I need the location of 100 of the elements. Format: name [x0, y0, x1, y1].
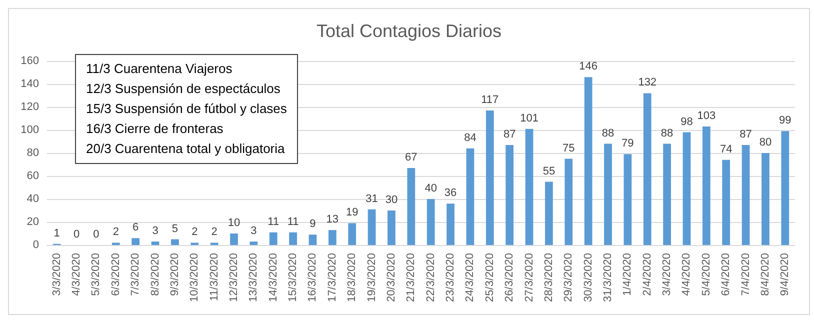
bar — [486, 110, 494, 245]
data-label: 80 — [759, 136, 772, 148]
x-tick-label: 28/3/2020 — [542, 253, 555, 302]
bar — [762, 153, 770, 245]
bar — [308, 234, 317, 245]
x-tick-label: 7/3/2020 — [130, 253, 142, 296]
x-tick-label: 7/4/2020 — [740, 253, 752, 296]
x-tick-label: 23/3/2020 — [444, 253, 457, 302]
bar — [230, 234, 238, 245]
x-tick-label: 22/3/2020 — [424, 253, 437, 302]
bar — [702, 126, 710, 245]
x-tick-label: 13/3/2020 — [248, 253, 260, 302]
y-tick-label: 40 — [26, 193, 39, 205]
x-tick-label: 8/4/2020 — [759, 253, 772, 296]
x-tick-label: 21/3/2020 — [405, 253, 418, 302]
x-tick-label: 30/3/2020 — [582, 253, 594, 302]
x-tick-label: 10/3/2020 — [188, 253, 201, 302]
x-tick-label: 19/3/2020 — [366, 253, 378, 302]
annotation: 20/3 Cuarentena total y obligatoria — [86, 140, 286, 158]
data-label: 11 — [268, 216, 280, 228]
data-label: 67 — [405, 151, 418, 164]
y-tick-label: 80 — [26, 147, 39, 159]
annotation: 15/3 Suspensión de fútbol y clases — [86, 100, 287, 118]
bar — [742, 144, 750, 245]
data-label: 103 — [697, 110, 716, 122]
data-label: 2 — [192, 226, 198, 238]
data-label: 40 — [424, 182, 437, 194]
x-tick-label: 2/4/2020 — [641, 253, 654, 296]
bar — [564, 158, 573, 245]
x-tick-label: 14/3/2020 — [267, 253, 280, 302]
data-label: 98 — [680, 116, 693, 128]
bar — [289, 232, 297, 245]
x-tick-label: 17/3/2020 — [326, 253, 338, 302]
x-tick-label: 31/3/2020 — [602, 253, 614, 302]
data-label: 1 — [54, 227, 60, 240]
x-tick-label: 4/3/2020 — [70, 253, 83, 296]
y-tick-label: 160 — [20, 55, 39, 67]
chart-title: Total Contagios Diarios — [316, 21, 502, 41]
bar — [781, 131, 790, 245]
bar — [269, 232, 278, 245]
annotation: 11/3 Cuarentena Viajeros — [86, 60, 234, 78]
bar — [506, 144, 514, 245]
data-label: 79 — [622, 138, 634, 150]
x-tick-label: 9/4/2020 — [779, 253, 792, 296]
data-label: 13 — [326, 214, 339, 226]
bar — [545, 182, 553, 245]
bar — [604, 144, 612, 245]
x-tick-label: 6/4/2020 — [720, 253, 732, 296]
y-tick-label: 120 — [20, 101, 39, 113]
bar — [250, 242, 258, 245]
data-label: 74 — [720, 143, 732, 156]
y-tick-label: 0 — [32, 239, 39, 251]
x-tick-label: 5/4/2020 — [700, 253, 712, 296]
data-label: 84 — [464, 132, 476, 144]
x-tick-label: 18/3/2020 — [346, 253, 358, 302]
x-tick-label: 25/3/2020 — [484, 253, 496, 302]
bar — [624, 154, 632, 245]
x-tick-label: 26/3/2020 — [504, 253, 516, 302]
x-tick-label: 4/4/2020 — [680, 253, 693, 296]
data-label: 0 — [73, 228, 80, 240]
data-label: 132 — [638, 76, 657, 89]
x-tick-label: 12/3/2020 — [228, 253, 240, 302]
x-tick-label: 8/3/2020 — [149, 253, 162, 296]
bar — [584, 77, 592, 245]
bar — [682, 132, 691, 245]
x-tick-label: 29/3/2020 — [562, 253, 575, 302]
data-label: 9 — [310, 218, 316, 230]
bar — [426, 199, 435, 245]
data-label: 75 — [562, 142, 575, 154]
data-label: 5 — [172, 222, 178, 235]
x-tick-label: 3/4/2020 — [661, 253, 674, 296]
bar — [663, 144, 671, 245]
data-label: 11 — [287, 216, 299, 228]
data-label: 87 — [503, 128, 516, 140]
data-label: 117 — [481, 94, 499, 106]
y-tick-label: 140 — [20, 78, 39, 90]
x-tick-label: 6/3/2020 — [110, 253, 122, 296]
x-tick-label: 27/3/2020 — [523, 253, 536, 302]
data-label: 2 — [112, 226, 119, 238]
data-label: 55 — [542, 165, 556, 178]
bar — [466, 148, 474, 245]
data-label: 99 — [779, 114, 792, 127]
x-tick-label: 3/3/2020 — [50, 253, 63, 296]
data-label: 87 — [740, 128, 752, 140]
bar — [643, 93, 652, 245]
data-label: 88 — [660, 127, 674, 140]
bar — [446, 204, 454, 245]
data-label: 3 — [152, 225, 158, 238]
bar — [171, 239, 179, 245]
bar — [132, 238, 140, 245]
data-label: 19 — [346, 206, 358, 219]
data-label: 30 — [385, 194, 398, 206]
x-tick-label: 16/3/2020 — [306, 253, 319, 302]
bar — [151, 242, 160, 245]
data-label: 88 — [602, 127, 614, 140]
x-tick-label: 9/3/2020 — [168, 253, 181, 296]
data-label: 3 — [250, 225, 257, 238]
data-label: 2 — [211, 226, 218, 238]
annotation: 12/3 Suspensión de espectáculos — [86, 80, 282, 98]
y-tick-label: 60 — [26, 170, 39, 182]
